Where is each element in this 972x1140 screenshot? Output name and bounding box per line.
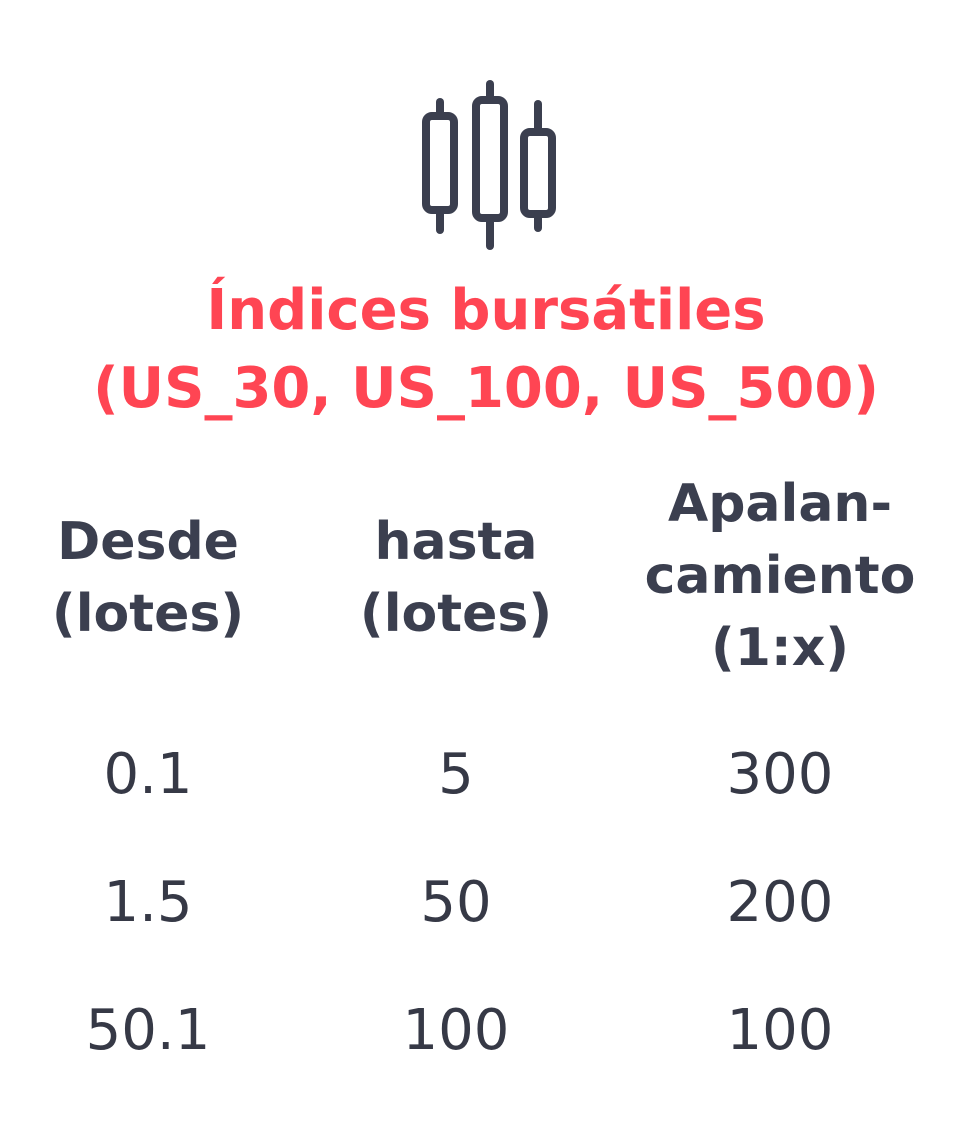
cell-row2-desde: 1.5 [103, 870, 193, 935]
cell-row1-hasta: 5 [438, 742, 474, 807]
cell-row1-apalancamiento: 300 [726, 742, 834, 807]
cell-row3-desde: 50.1 [85, 998, 211, 1063]
cell-row2-apalancamiento: 200 [726, 870, 834, 935]
candlestick-chart-icon [422, 80, 556, 250]
title-line-2: (US_30, US_100, US_500) [93, 356, 879, 421]
header-hasta: hasta (lotes) [340, 506, 572, 650]
cell-row3-apalancamiento: 100 [726, 998, 834, 1063]
cell-row1-desde: 0.1 [103, 742, 193, 807]
header-hasta-line-2: (lotes) [359, 584, 553, 644]
cell-row2-hasta: 50 [420, 870, 492, 935]
header-apalancamiento-line-1: Apalan- [667, 474, 893, 534]
header-desde: Desde (lotes) [30, 506, 266, 650]
title-line-1: Índices bursátiles [206, 278, 766, 343]
header-hasta-line-1: hasta [374, 512, 538, 572]
cell-row3-hasta: 100 [402, 998, 510, 1063]
icon-container [0, 78, 972, 254]
page-title: Índices bursátiles (US_30, US_100, US_50… [0, 272, 972, 428]
header-desde-line-1: Desde [57, 512, 239, 572]
header-apalancamiento-line-3: (1:x) [710, 618, 850, 678]
header-apalancamiento: Apalan- camiento (1:x) [620, 468, 940, 684]
header-apalancamiento-line-2: camiento [644, 546, 916, 606]
header-desde-line-2: (lotes) [51, 584, 245, 644]
